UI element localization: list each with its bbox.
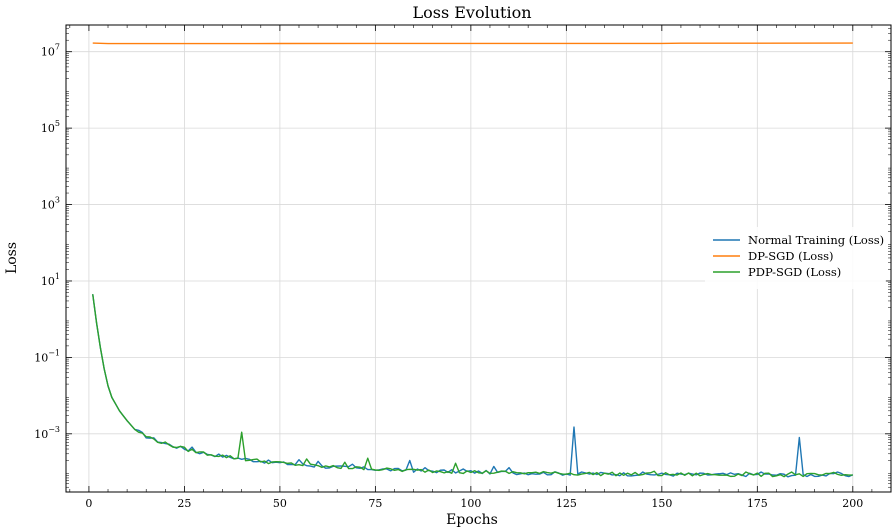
series-line-2 xyxy=(92,42,853,45)
x-axis-label: Epochs xyxy=(446,512,498,528)
legend-label: PDP-SGD (Loss) xyxy=(748,265,841,279)
y-tick-label: 107 xyxy=(41,43,60,59)
series-line-3 xyxy=(92,294,853,478)
legend-label: DP-SGD (Loss) xyxy=(748,249,834,263)
x-tick-label: 200 xyxy=(842,497,863,510)
series-lines xyxy=(92,42,854,478)
series-line-1 xyxy=(92,294,854,478)
grid xyxy=(66,25,891,492)
x-tick-label: 125 xyxy=(556,497,577,510)
chart-title: Loss Evolution xyxy=(412,3,531,22)
y-tick-label: 10−1 xyxy=(34,348,60,364)
x-tick-label: 175 xyxy=(747,497,768,510)
axis-ticks: 0 25 50 75 100 125 150 175 200 10−3 10−1 101 103 105 1… xyxy=(34,24,892,510)
x-tick-label: 100 xyxy=(460,497,481,510)
plot-frame xyxy=(65,24,892,493)
x-tick-label: 150 xyxy=(651,497,672,510)
legend-label: Normal Training (Loss) xyxy=(748,233,884,247)
legend-box xyxy=(705,227,886,289)
x-tick-label: 25 xyxy=(177,497,191,510)
y-tick-label: 10−3 xyxy=(34,425,60,441)
x-tick-label: 50 xyxy=(273,497,287,510)
x-tick-label: 75 xyxy=(368,497,382,510)
y-tick-label: 101 xyxy=(41,272,60,288)
x-tick-label: 0 xyxy=(85,497,92,510)
legend: Normal Training (Loss) DP-SGD (Loss) PDP-S… xyxy=(705,227,886,289)
y-tick-label: 105 xyxy=(41,119,60,135)
y-tick-label: 103 xyxy=(41,196,60,212)
y-axis-label: Loss xyxy=(4,242,20,274)
